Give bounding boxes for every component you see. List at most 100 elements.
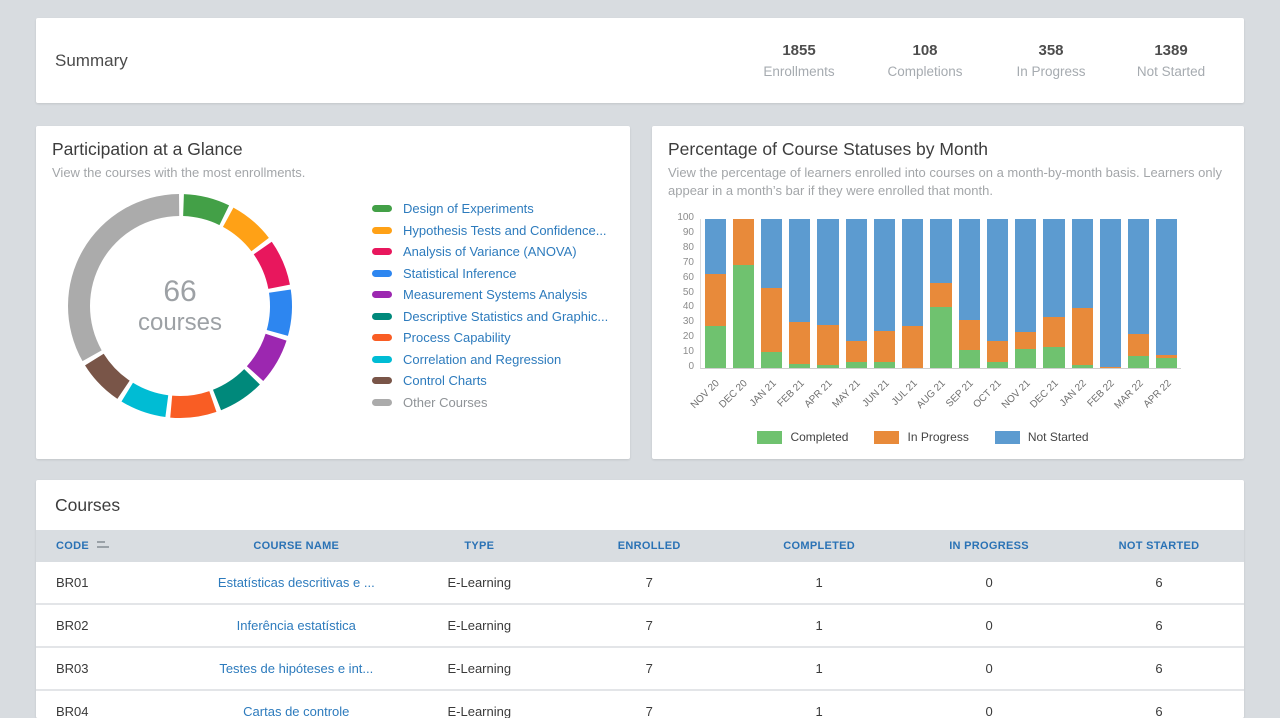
bar-segment-not-started: [874, 219, 895, 331]
donut-legend-item[interactable]: Analysis of Variance (ANOVA): [372, 241, 608, 263]
bar-segment-not-started: [959, 219, 980, 320]
legend-swatch: [372, 399, 392, 406]
numeric-cell: 6: [1074, 690, 1244, 718]
stat-enrollments: 1855 Enrollments: [736, 42, 862, 79]
bar-segment-completed: [1043, 347, 1064, 368]
stat-label: Enrollments: [736, 64, 862, 79]
bar-segment-completed: [1072, 365, 1093, 368]
donut-legend: Design of Experiments Hypothesis Tests an…: [372, 198, 608, 413]
legend-label[interactable]: Measurement Systems Analysis: [403, 287, 587, 302]
column-header-notstarted[interactable]: NOT STARTED: [1074, 530, 1244, 562]
donut-legend-item[interactable]: Control Charts: [372, 370, 608, 392]
summary-stats: 1855 Enrollments 108 Completions 358 In …: [736, 42, 1244, 79]
stat-label: Completions: [862, 64, 988, 79]
legend-label[interactable]: Analysis of Variance (ANOVA): [403, 244, 577, 259]
y-tick-label: 0: [666, 362, 694, 372]
statuses-card: Percentage of Course Statuses by Month V…: [652, 126, 1244, 459]
donut-segment[interactable]: [85, 354, 130, 399]
course-code-cell: BR02: [36, 604, 198, 647]
y-tick-label: 50: [666, 288, 694, 298]
y-tick-label: 90: [666, 228, 694, 238]
donut-legend-item[interactable]: Process Capability: [372, 327, 608, 349]
column-header-enrolled[interactable]: ENROLLED: [564, 530, 734, 562]
legend-swatch: [995, 431, 1020, 444]
bar-segment-completed: [930, 307, 951, 368]
stat-label: In Progress: [988, 64, 1114, 79]
bar-segment-in-progress: [1072, 308, 1093, 365]
numeric-cell: 0: [904, 647, 1074, 690]
numeric-cell: 6: [1074, 604, 1244, 647]
donut-segment[interactable]: [267, 289, 292, 335]
course-code-cell: BR04: [36, 690, 198, 718]
course-type-cell: E-Learning: [394, 647, 564, 690]
participation-subtitle: View the courses with the most enrollmen…: [52, 164, 614, 182]
stat-value: 1855: [736, 42, 862, 59]
legend-swatch: [372, 205, 392, 212]
legend-label[interactable]: Process Capability: [403, 330, 511, 345]
legend-label[interactable]: Hypothesis Tests and Confidence...: [403, 223, 607, 238]
bar-segment-completed: [1015, 349, 1036, 368]
bar-legend-item: Completed: [757, 430, 848, 444]
column-header-completed[interactable]: COMPLETED: [734, 530, 904, 562]
donut-legend-item[interactable]: Statistical Inference: [372, 263, 608, 285]
course-name-link[interactable]: Testes de hipóteses e int...: [219, 661, 373, 676]
sort-icon[interactable]: [97, 540, 110, 553]
column-header-type[interactable]: TYPE: [394, 530, 564, 562]
legend-label[interactable]: Correlation and Regression: [403, 352, 561, 367]
donut-segment[interactable]: [170, 391, 216, 418]
course-name-link[interactable]: Estatísticas descritivas e ...: [218, 575, 375, 590]
legend-swatch: [372, 334, 392, 341]
bar-segment-completed: [1156, 358, 1177, 368]
legend-label[interactable]: Descriptive Statistics and Graphic...: [403, 309, 608, 324]
donut-legend-item[interactable]: Design of Experiments: [372, 198, 608, 220]
numeric-cell: 6: [1074, 647, 1244, 690]
donut-legend-item[interactable]: Hypothesis Tests and Confidence...: [372, 220, 608, 242]
course-name-cell: Estatísticas descritivas e ...: [198, 562, 394, 604]
legend-label[interactable]: Design of Experiments: [403, 201, 534, 216]
donut-segment[interactable]: [183, 194, 229, 225]
column-header-code[interactable]: CODE: [36, 530, 198, 562]
statuses-subtitle: View the percentage of learners enrolled…: [668, 164, 1228, 199]
donut-segment[interactable]: [223, 208, 269, 252]
courses-title: Courses: [55, 495, 1244, 516]
donut-legend-item[interactable]: Correlation and Regression: [372, 349, 608, 371]
legend-label[interactable]: Control Charts: [403, 373, 487, 388]
course-name-link[interactable]: Inferência estatística: [237, 618, 356, 633]
bar-segment-completed: [987, 362, 1008, 368]
course-name-link[interactable]: Cartas de controle: [243, 704, 349, 718]
legend-swatch: [874, 431, 899, 444]
table-row: BR01Estatísticas descritivas e ...E-Lear…: [36, 562, 1244, 604]
bar-column: [846, 219, 867, 368]
bar-column: [1128, 219, 1149, 368]
bar-column: [874, 219, 895, 368]
column-header-progress[interactable]: IN PROGRESS: [904, 530, 1074, 562]
legend-swatch: [372, 313, 392, 320]
donut-segment[interactable]: [254, 242, 290, 289]
donut-segment[interactable]: [247, 334, 287, 381]
course-name-cell: Cartas de controle: [198, 690, 394, 718]
donut-legend-item[interactable]: Measurement Systems Analysis: [372, 284, 608, 306]
bar-column: [1072, 219, 1093, 368]
donut-legend-item[interactable]: Descriptive Statistics and Graphic...: [372, 306, 608, 328]
courses-table: CODECOURSE NAMETYPEENROLLEDCOMPLETEDIN P…: [36, 530, 1244, 718]
donut-segment[interactable]: [121, 383, 168, 417]
bar-chart-yaxis: 0102030405060708090100: [666, 219, 700, 368]
column-header-name[interactable]: COURSE NAME: [198, 530, 394, 562]
y-tick-label: 60: [666, 273, 694, 283]
legend-swatch: [372, 227, 392, 234]
table-row: BR02Inferência estatísticaE-Learning7106: [36, 604, 1244, 647]
stat-label: Not Started: [1114, 64, 1228, 79]
legend-swatch: [372, 377, 392, 384]
bar-segment-completed: [761, 352, 782, 368]
legend-label: Not Started: [1028, 430, 1089, 444]
numeric-cell: 7: [564, 647, 734, 690]
bar-segment-in-progress: [959, 320, 980, 350]
bar-segment-not-started: [1043, 219, 1064, 317]
bar-segment-not-started: [987, 219, 1008, 341]
legend-label[interactable]: Statistical Inference: [403, 266, 516, 281]
bar-segment-completed: [874, 362, 895, 368]
table-body: BR01Estatísticas descritivas e ...E-Lear…: [36, 562, 1244, 718]
donut-segment[interactable]: [213, 369, 260, 410]
bar-segment-not-started: [789, 219, 810, 322]
course-code-cell: BR03: [36, 647, 198, 690]
